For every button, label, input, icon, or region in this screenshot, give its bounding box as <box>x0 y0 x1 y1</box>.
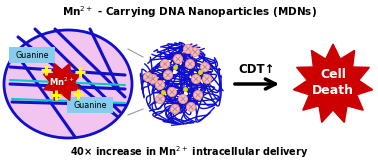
Circle shape <box>161 59 169 68</box>
Text: 40× increase in Mn$^{2+}$ intracellular delivery: 40× increase in Mn$^{2+}$ intracellular … <box>70 144 308 160</box>
FancyBboxPatch shape <box>9 47 55 63</box>
Ellipse shape <box>4 30 132 138</box>
Circle shape <box>194 91 203 100</box>
Circle shape <box>186 59 195 68</box>
Circle shape <box>144 72 152 81</box>
Text: Mn$^{2+}$: Mn$^{2+}$ <box>49 76 75 88</box>
Polygon shape <box>43 63 81 101</box>
Circle shape <box>170 105 180 114</box>
Polygon shape <box>293 44 373 122</box>
Text: Mn$^{2+}$ - Carrying DNA Nanoparticles (MDNs): Mn$^{2+}$ - Carrying DNA Nanoparticles (… <box>62 4 316 20</box>
FancyBboxPatch shape <box>67 97 113 113</box>
Text: Cell
Death: Cell Death <box>312 67 354 97</box>
Circle shape <box>203 74 212 84</box>
Circle shape <box>192 74 200 84</box>
Circle shape <box>200 62 209 71</box>
Circle shape <box>167 88 177 97</box>
Circle shape <box>174 54 183 63</box>
Circle shape <box>178 95 187 104</box>
Circle shape <box>155 95 164 104</box>
Circle shape <box>186 103 195 112</box>
Circle shape <box>149 74 158 84</box>
Circle shape <box>183 44 192 53</box>
Text: Guanine: Guanine <box>73 101 107 110</box>
Circle shape <box>164 70 172 79</box>
Text: Guanine: Guanine <box>15 50 49 59</box>
Circle shape <box>191 47 200 56</box>
Text: CDT↑: CDT↑ <box>239 63 275 76</box>
Circle shape <box>155 80 164 90</box>
